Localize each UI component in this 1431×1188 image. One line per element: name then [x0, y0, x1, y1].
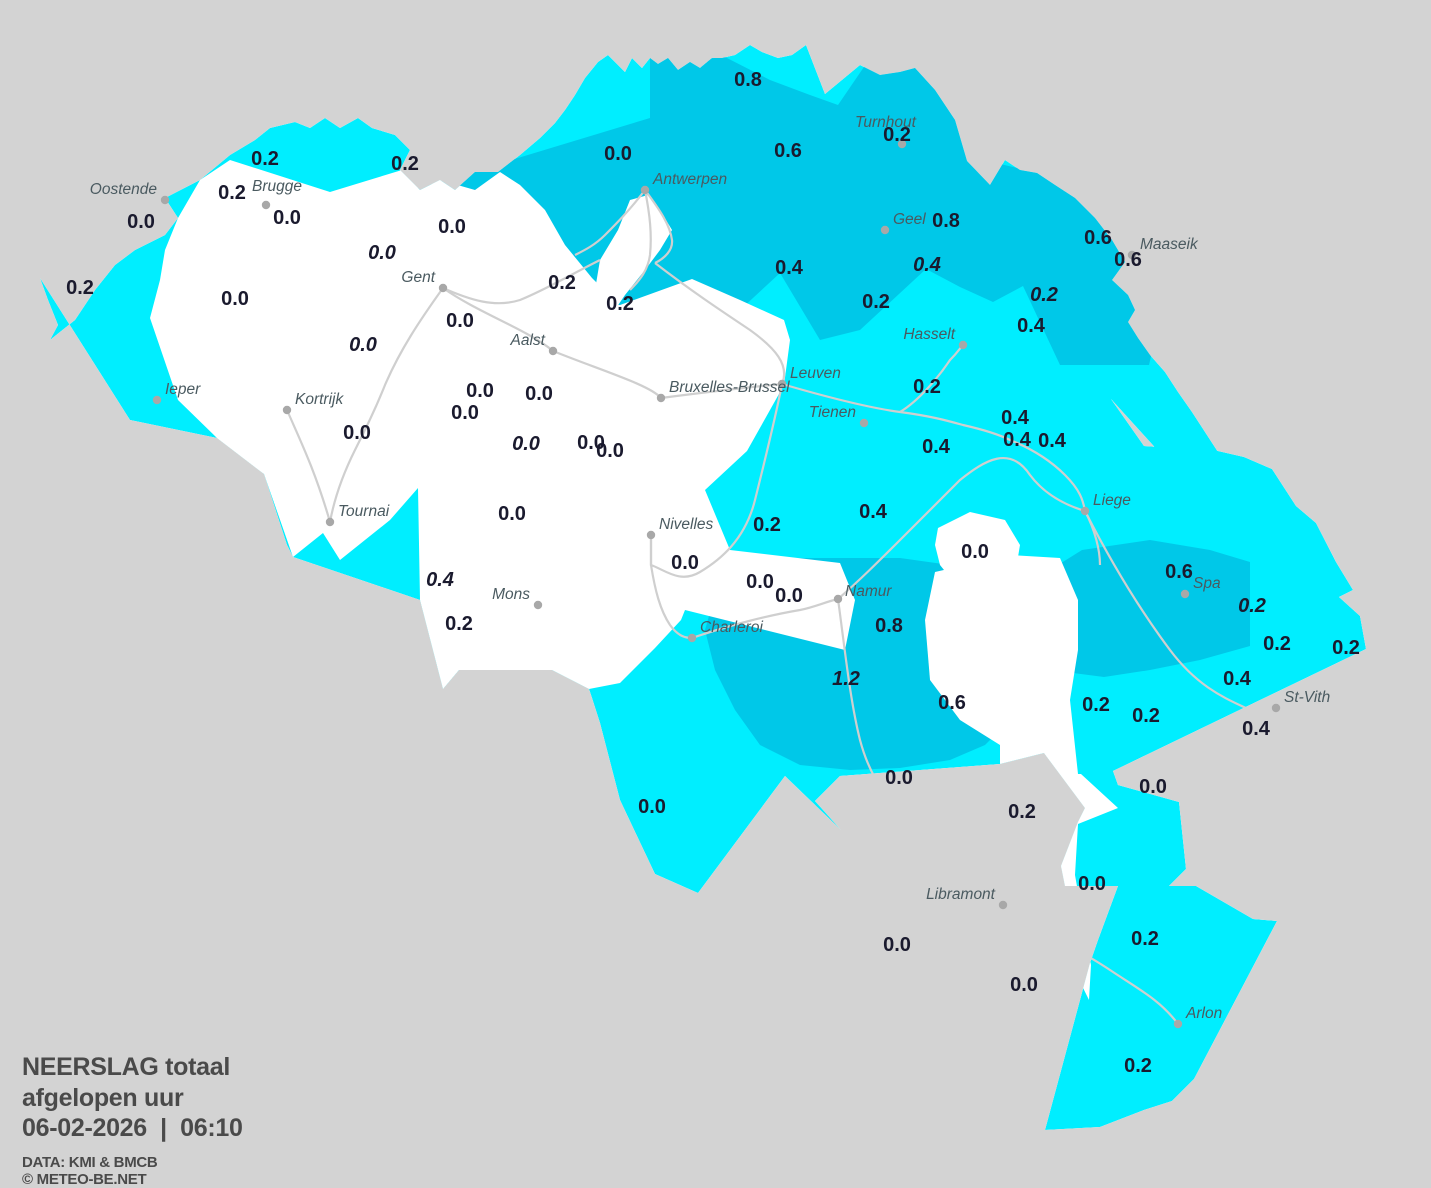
svg-text:1.2: 1.2: [832, 668, 860, 690]
svg-text:Turnhout: Turnhout: [855, 114, 917, 131]
svg-text:0.0: 0.0: [343, 422, 371, 444]
svg-text:St-Vith: St-Vith: [1284, 689, 1330, 706]
svg-text:Leuven: Leuven: [790, 365, 841, 382]
svg-text:Maaseik: Maaseik: [1140, 236, 1199, 253]
svg-text:0.0: 0.0: [1139, 776, 1167, 798]
svg-text:0.0: 0.0: [349, 334, 377, 356]
svg-text:Liege: Liege: [1093, 492, 1131, 509]
svg-text:0.0: 0.0: [446, 310, 474, 332]
svg-text:Mons: Mons: [492, 586, 530, 603]
svg-text:0.0: 0.0: [498, 503, 526, 525]
svg-text:0.4: 0.4: [859, 501, 888, 523]
svg-text:Hasselt: Hasselt: [903, 326, 955, 343]
svg-text:Libramont: Libramont: [926, 886, 996, 903]
svg-text:0.4: 0.4: [775, 257, 804, 279]
svg-text:0.0: 0.0: [1078, 873, 1106, 895]
svg-text:0.4: 0.4: [1223, 668, 1252, 690]
svg-text:0.2: 0.2: [548, 272, 576, 294]
svg-text:0.0: 0.0: [221, 288, 249, 310]
svg-text:0.2: 0.2: [1124, 1055, 1152, 1077]
svg-text:0.2: 0.2: [1030, 284, 1058, 306]
svg-text:Charleroi: Charleroi: [700, 619, 763, 636]
svg-text:0.2: 0.2: [218, 182, 246, 204]
svg-text:0.0: 0.0: [746, 571, 774, 593]
svg-text:0.0: 0.0: [775, 585, 803, 607]
svg-text:Antwerpen: Antwerpen: [652, 171, 727, 188]
svg-text:Brugge: Brugge: [252, 178, 302, 195]
svg-text:0.2: 0.2: [1332, 637, 1360, 659]
svg-text:0.2: 0.2: [1132, 705, 1160, 727]
svg-text:Namur: Namur: [845, 583, 892, 600]
svg-text:0.8: 0.8: [734, 69, 762, 91]
svg-text:0.0: 0.0: [961, 541, 989, 563]
svg-text:0.2: 0.2: [1263, 633, 1291, 655]
svg-text:0.2: 0.2: [606, 293, 634, 315]
svg-text:0.6: 0.6: [774, 140, 802, 162]
svg-text:0.4: 0.4: [913, 254, 941, 276]
svg-text:0.2: 0.2: [862, 291, 890, 313]
svg-text:0.0: 0.0: [466, 380, 494, 402]
svg-text:Gent: Gent: [401, 269, 435, 286]
svg-text:0.0: 0.0: [512, 433, 540, 455]
svg-text:0.2: 0.2: [753, 514, 781, 536]
svg-text:0.0: 0.0: [525, 383, 553, 405]
svg-text:0.2: 0.2: [251, 148, 279, 170]
svg-text:0.2: 0.2: [1082, 694, 1110, 716]
svg-text:0.6: 0.6: [938, 692, 966, 714]
svg-text:0.2: 0.2: [66, 277, 94, 299]
svg-text:0.0: 0.0: [1010, 974, 1038, 996]
svg-text:0.0: 0.0: [368, 242, 396, 264]
svg-text:Nivelles: Nivelles: [659, 516, 714, 533]
svg-text:Kortrijk: Kortrijk: [295, 391, 344, 408]
svg-text:0.6: 0.6: [1114, 249, 1142, 271]
svg-text:0.2: 0.2: [913, 376, 941, 398]
svg-text:0.2: 0.2: [1008, 801, 1036, 823]
svg-text:0.4: 0.4: [1017, 315, 1046, 337]
svg-text:0.2: 0.2: [391, 153, 419, 175]
svg-text:Geel: Geel: [893, 211, 926, 228]
svg-text:0.2: 0.2: [445, 613, 473, 635]
svg-text:0.6: 0.6: [1165, 561, 1193, 583]
svg-text:0.4: 0.4: [1001, 407, 1030, 429]
svg-text:0.4: 0.4: [426, 569, 454, 591]
svg-text:0.0: 0.0: [596, 440, 624, 462]
svg-text:0.0: 0.0: [273, 207, 301, 229]
svg-text:0.4: 0.4: [1242, 718, 1271, 740]
svg-text:0.4: 0.4: [922, 436, 951, 458]
svg-text:0.4: 0.4: [1038, 430, 1067, 452]
svg-text:Ieper: Ieper: [165, 381, 201, 398]
svg-text:0.0: 0.0: [604, 143, 632, 165]
svg-text:0.4: 0.4: [1003, 429, 1032, 451]
svg-text:Aalst: Aalst: [510, 332, 546, 349]
svg-text:0.0: 0.0: [883, 934, 911, 956]
svg-text:0.0: 0.0: [438, 216, 466, 238]
svg-text:Tournai: Tournai: [338, 503, 390, 520]
svg-text:Tienen: Tienen: [809, 404, 856, 421]
svg-text:Spa: Spa: [1193, 575, 1221, 592]
svg-text:0.2: 0.2: [1238, 595, 1266, 617]
svg-text:0.8: 0.8: [932, 210, 960, 232]
svg-text:0.0: 0.0: [638, 796, 666, 818]
svg-text:0.8: 0.8: [875, 615, 903, 637]
svg-text:0.0: 0.0: [451, 402, 479, 424]
svg-text:0.6: 0.6: [1084, 227, 1112, 249]
svg-text:0.0: 0.0: [671, 552, 699, 574]
svg-text:Bruxelles-Brussel: Bruxelles-Brussel: [669, 379, 790, 396]
svg-text:0.0: 0.0: [127, 211, 155, 233]
svg-text:0.0: 0.0: [885, 767, 913, 789]
svg-text:Oostende: Oostende: [90, 181, 158, 198]
svg-text:0.2: 0.2: [1131, 928, 1159, 950]
svg-text:Arlon: Arlon: [1185, 1005, 1222, 1022]
